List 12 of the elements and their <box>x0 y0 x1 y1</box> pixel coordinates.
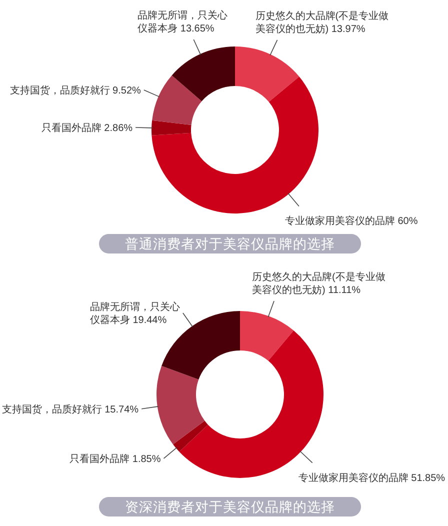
label: 历史悠久的大品牌(不是专业做美容仪的也无妨) 11.11% <box>252 272 386 296</box>
label: 只看国外品牌 1.85% <box>70 454 161 465</box>
label: 支持国货，品质好就行 9.52% <box>10 85 141 96</box>
label: 品牌无所谓，只关心仪器本身 19.44% <box>90 302 180 326</box>
title: 资深消费者对于美容仪品牌的选择 <box>99 497 361 516</box>
label: 支持国货，品质好就行 15.74% <box>2 404 139 416</box>
label: 品牌无所谓，只关心仪器本身 13.65% <box>138 10 228 34</box>
label: 只看国外品牌 2.86% <box>41 123 133 134</box>
label: 专业做家用美容仪的品牌 51.85% <box>298 472 446 484</box>
label: 专业做家用美容仪的品牌 60% <box>284 216 418 228</box>
title: 普通消费者对于美容仪品牌的选择 <box>99 234 361 254</box>
label: 历史悠久的大品牌(不是专业做美容仪的也无妨) 13.97% <box>255 10 389 35</box>
